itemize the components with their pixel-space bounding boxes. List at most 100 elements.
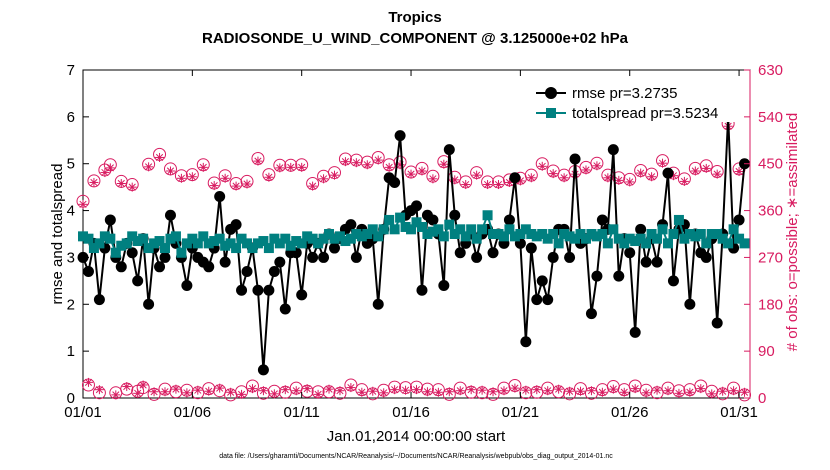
obs-assimilated-point <box>329 170 339 180</box>
totalspread-point <box>728 224 739 235</box>
totalspread-point <box>488 229 499 239</box>
totalspread-point <box>553 238 564 249</box>
obs-assimilated-point <box>592 161 602 171</box>
rmse-point <box>520 336 532 348</box>
obs-assimilated-point <box>83 377 93 387</box>
totalspread-point <box>422 229 433 239</box>
obs-assimilated-point <box>351 158 361 168</box>
obs-assimilated-point <box>176 173 186 183</box>
totalspread-point <box>723 238 734 249</box>
obs-assimilated-point <box>433 387 443 397</box>
totalspread-point <box>564 231 575 242</box>
totalspread-point <box>351 229 362 239</box>
axes-layer: 01/01 01/06 01/11 01/16 01/21 01/26 01/3101234… <box>64 62 783 421</box>
totalspread-point <box>105 233 116 244</box>
totalspread-point <box>515 229 526 239</box>
obs-assimilated-point <box>198 162 208 172</box>
obs-assimilated-point <box>286 162 296 172</box>
totalspread-point <box>138 233 149 244</box>
totalspread-point <box>345 233 356 244</box>
totalspread-point <box>154 236 165 247</box>
obs-assimilated-point <box>390 385 400 395</box>
obs-assimilated-point <box>636 168 646 178</box>
obs-assimilated-point <box>182 388 192 398</box>
totalspread-point <box>537 229 548 239</box>
totalspread-point <box>258 236 269 247</box>
x-axis-label: Jan.01,2014 00:00:00 start <box>327 428 506 445</box>
totalspread-point <box>143 243 154 254</box>
y-tick-label-left: 7 <box>67 62 75 79</box>
totalspread-point <box>231 243 242 254</box>
obs-assimilated-point <box>165 166 175 176</box>
obs-assimilated-point <box>242 179 252 189</box>
totalspread-point <box>356 231 367 242</box>
totalspread-point <box>395 212 406 223</box>
rmse-point <box>268 265 280 277</box>
obs-assimilated-point <box>477 385 487 395</box>
totalspread-point <box>635 233 646 244</box>
y-tick-label-left: 6 <box>67 109 75 126</box>
obs-assimilated-point <box>78 199 88 209</box>
obs-assimilated-point <box>510 383 520 393</box>
obs-assimilated-point <box>734 167 744 177</box>
obs-assimilated-point <box>472 170 482 180</box>
totalspread-point <box>176 247 187 258</box>
totalspread-point <box>477 224 488 235</box>
totalspread-point <box>679 233 690 244</box>
obs-assimilated-point <box>237 389 247 399</box>
obs-assimilated-point <box>406 169 416 179</box>
legend-box <box>530 78 740 122</box>
obs-assimilated-point <box>384 162 394 172</box>
rmse-point <box>624 247 636 259</box>
totalspread-point <box>712 229 723 239</box>
totalspread-point <box>307 233 318 244</box>
totalspread-point <box>466 224 477 235</box>
totalspread-point <box>460 231 471 242</box>
totalspread-point <box>575 229 586 239</box>
rmse-point <box>700 251 712 263</box>
totalspread-point <box>509 231 520 242</box>
obs-assimilated-point <box>712 169 722 179</box>
totalspread-point <box>597 229 608 239</box>
totalspread-point <box>121 238 132 249</box>
obs-assimilated-point <box>439 159 449 169</box>
totalspread-point <box>455 224 466 235</box>
rmse-point <box>536 275 548 287</box>
rmse-point <box>252 284 264 296</box>
totalspread-point <box>608 224 619 235</box>
footnote: data file: /Users/gharamti/Documents/NCA… <box>219 453 613 460</box>
obs-assimilated-point <box>548 169 558 179</box>
rmse-point <box>230 219 242 231</box>
totalspread-point <box>378 224 389 235</box>
totalspread-point <box>132 236 143 247</box>
obs-assimilated-point <box>253 156 263 166</box>
obs-assimilated-point <box>718 386 728 396</box>
rmse-point <box>651 256 663 268</box>
totalspread-point <box>482 210 493 221</box>
obs-assimilated-point <box>138 380 148 390</box>
obs-assimilated-point <box>209 181 219 191</box>
y-axis-label-left: rmse and totalspread <box>49 164 66 305</box>
totalspread-point <box>99 231 110 242</box>
rmse-point <box>449 209 461 221</box>
rmse-point <box>438 280 450 292</box>
rmse-point <box>569 153 581 165</box>
rmse-point <box>274 256 286 268</box>
obs-assimilated-point <box>379 388 389 398</box>
totalspread-point <box>110 247 121 258</box>
obs-assimilated-point <box>543 386 553 396</box>
obs-assimilated-point <box>466 385 476 395</box>
totalspread-point <box>444 219 455 230</box>
rmse-point <box>443 144 455 156</box>
totalspread-point <box>269 233 280 244</box>
totalspread-point <box>493 229 504 239</box>
obs-assimilated-point <box>614 175 624 185</box>
totalspread-point <box>220 240 231 251</box>
obs-assimilated-point <box>204 386 214 396</box>
rmse-point <box>662 167 674 179</box>
obs-assimilated-point <box>89 177 99 187</box>
obs-assimilated-point <box>373 155 383 165</box>
totalspread-point <box>313 238 324 249</box>
obs-assimilated-point <box>319 174 329 184</box>
totalspread-point <box>274 238 285 249</box>
